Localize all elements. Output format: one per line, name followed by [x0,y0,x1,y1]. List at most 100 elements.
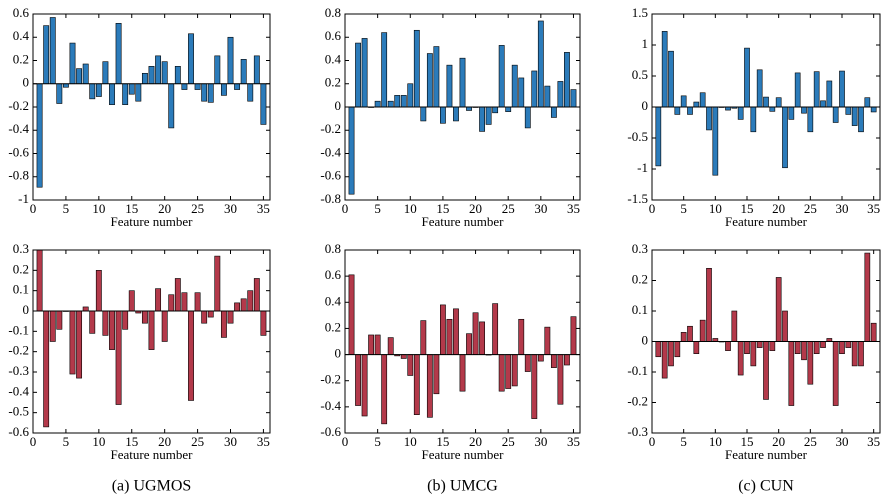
bar [355,354,361,406]
y-tick-label: -0.5 [627,129,648,144]
bar [537,354,544,362]
bar [864,97,871,108]
bar [725,341,731,351]
x-tick-label: 0 [342,201,349,216]
bar [453,308,459,355]
bar [782,310,788,342]
x-tick-label: 10 [709,201,722,216]
bar [661,31,668,108]
bar [361,354,368,417]
y-tick-label: -0.6 [8,144,29,159]
bar [832,341,839,406]
bar [227,310,234,324]
y-tick-label: 0 [23,302,30,317]
bar [858,341,864,367]
bar [479,106,485,132]
bar [570,89,577,108]
x-tick-label: 20 [158,434,171,449]
bar [62,83,69,88]
x-tick-label: 10 [404,201,417,216]
bar [201,83,208,102]
bar [801,341,807,361]
x-tick-label: 20 [772,201,785,216]
y-tick-label: -0.6 [320,168,341,183]
x-tick-label: 35 [257,201,270,216]
bar [492,106,499,114]
bar [505,106,512,112]
bar [807,106,814,133]
bar [82,63,89,85]
bar [832,106,839,123]
x-tick-label: 10 [404,434,417,449]
bar [775,277,782,342]
bar [839,70,845,108]
bar [693,341,700,354]
bar [69,42,76,85]
x-tick-label: 0 [342,434,349,449]
y-tick-label: 0.2 [13,51,29,66]
bar [155,288,162,312]
x-tick-label: 35 [567,201,580,216]
bar [188,310,194,401]
y-tick-label: 0.3 [13,241,29,256]
x-tick-label: 0 [30,201,37,216]
bar [426,53,433,108]
x-tick-label: 25 [804,434,817,449]
y-tick-label: 0.5 [632,67,648,82]
bar [188,33,194,85]
bar [413,354,420,416]
x-tick-label: 10 [92,201,105,216]
bar [693,101,700,108]
x-tick-label: 15 [741,434,754,449]
bar [109,310,115,350]
bar [433,354,440,395]
bar [122,310,129,330]
bar [234,302,241,312]
x-tick-label: 35 [567,434,580,449]
bar [744,341,750,354]
bar [466,106,472,111]
y-tick-label: 0.1 [13,282,29,297]
y-tick-label: -0.1 [627,363,648,378]
bar [505,354,512,389]
bar [524,354,531,372]
bar [253,55,260,85]
bar [168,83,175,129]
plot-frame [32,13,271,201]
bar [864,252,871,342]
x-tick-label: 20 [158,201,171,216]
bar [400,354,407,359]
bar [387,337,394,355]
y-tick-label: -0.1 [8,322,29,337]
bar [524,106,531,129]
bar [207,83,214,103]
plot-frame [32,249,271,434]
x-tick-label: 0 [649,201,656,216]
bar [161,61,168,85]
bar [794,72,801,108]
caption: (a) UGMOS [112,478,192,495]
bar [712,106,719,176]
bar [89,310,96,334]
plot-frame [344,249,581,434]
bar [400,95,407,108]
bar [181,292,188,312]
bar [544,326,551,355]
x-tick-label: 25 [502,201,515,216]
bar [446,318,453,355]
bar [769,106,776,112]
y-tick-label: 0.2 [632,271,648,286]
bar [839,341,845,354]
bar [794,341,801,354]
y-tick-label: -0.2 [320,372,341,387]
bar [420,106,427,122]
bar [820,341,826,348]
y-tick-label: -0.4 [8,121,29,136]
bar [407,354,414,376]
bar [355,42,361,108]
bar [826,80,833,108]
y-tick-label: 0.2 [325,319,341,334]
bar [36,83,43,188]
x-tick-label: 20 [469,201,482,216]
